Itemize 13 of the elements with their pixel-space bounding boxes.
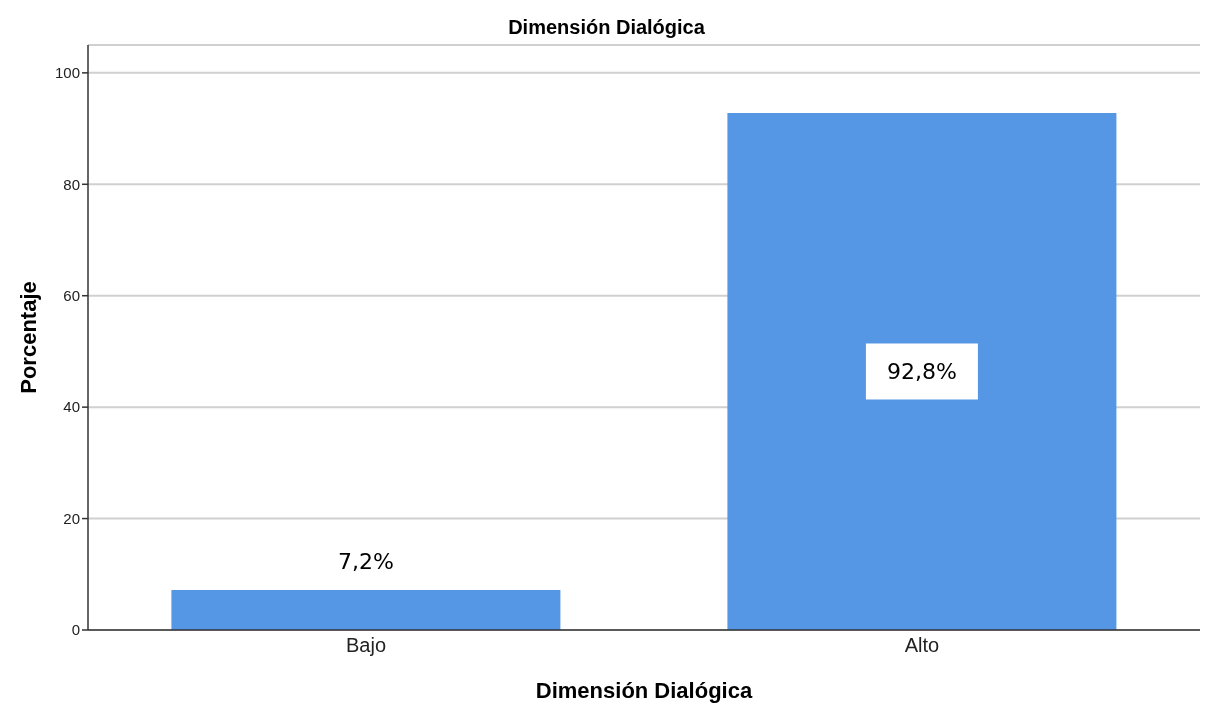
y-tick-label: 80 [63,175,80,193]
y-tick-label: 20 [63,509,80,527]
data-label: 92,8% [886,358,957,384]
y-tick-label: 40 [63,398,80,416]
y-tick-label: 0 [71,621,80,639]
x-tick-label: Bajo [345,634,387,657]
x-axis-title: Dimensión Dialógica [535,677,753,703]
chart-title: Dimensión Dialógica [507,16,706,39]
data-label: 7,2% [337,549,394,575]
y-axis-title: Porcentaje [15,281,41,394]
x-tick-label: Alto [904,634,940,657]
y-tick-label: 60 [63,287,80,305]
y-tick-label: 100 [54,64,80,82]
